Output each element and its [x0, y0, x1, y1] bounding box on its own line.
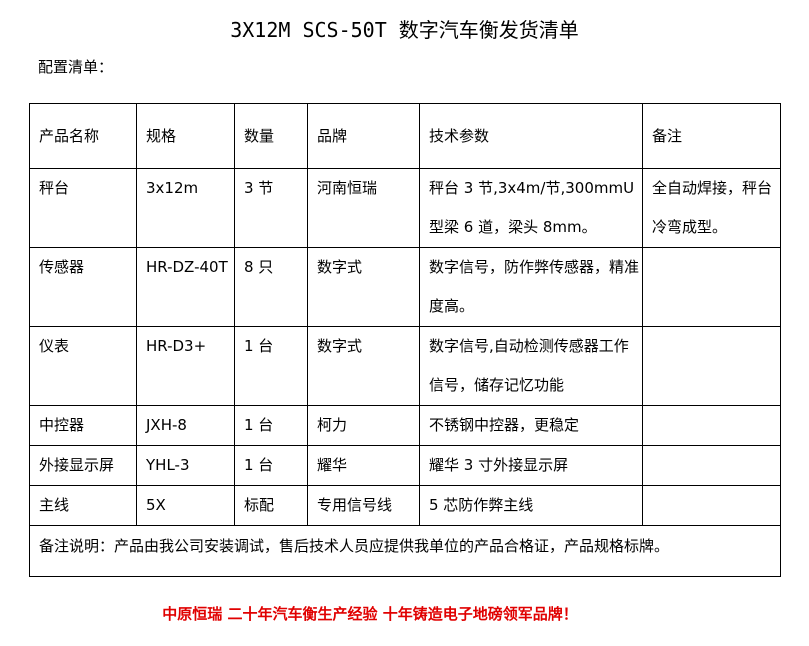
cell: [642, 445, 781, 486]
cell: 数字式: [307, 326, 420, 406]
header-cell: 规格: [136, 103, 235, 169]
header-cell: 品牌: [307, 103, 420, 169]
table-header-row: 产品名称 规格 数量 品牌 技术参数 备注: [29, 103, 781, 169]
cell: 耀华 3 寸外接显示屏: [419, 445, 643, 486]
cell: 中控器: [29, 405, 137, 446]
cell: 河南恒瑞: [307, 168, 420, 248]
cell: 柯力: [307, 405, 420, 446]
cell: 8 只: [234, 247, 308, 327]
cell: 3x12m: [136, 168, 235, 248]
cell: 1 台: [234, 405, 308, 446]
cell: 秤台 3 节,3x4m/节,300mmU型梁 6 道，梁头 8mm。: [419, 168, 643, 248]
cell: 耀华: [307, 445, 420, 486]
cell: 数字信号,自动检测传感器工作信号，储存记忆功能: [419, 326, 643, 406]
cell: 1 台: [234, 326, 308, 406]
cell: 数字信号，防作弊传感器，精准度高。: [419, 247, 643, 327]
cell: 1 台: [234, 445, 308, 486]
table-row: 主线 5X 标配 专用信号线 5 芯防作弊主线: [29, 485, 781, 526]
cell: YHL-3: [136, 445, 235, 486]
table-row: 秤台 3x12m 3 节 河南恒瑞 秤台 3 节,3x4m/节,300mmU型梁…: [29, 168, 781, 248]
cell: 专用信号线: [307, 485, 420, 526]
cell: 秤台: [29, 168, 137, 248]
header-cell: 备注: [642, 103, 781, 169]
cell: 仪表: [29, 326, 137, 406]
footer-note: 备注说明：产品由我公司安装调试，售后技术人员应提供我单位的产品合格证，产品规格标…: [29, 525, 781, 577]
cell: 标配: [234, 485, 308, 526]
shipping-list-table: 产品名称 规格 数量 品牌 技术参数 备注 秤台 3x12m 3 节 河南恒瑞 …: [29, 103, 781, 577]
table-row: 中控器 JXH-8 1 台 柯力 不锈钢中控器，更稳定: [29, 405, 781, 446]
cell: JXH-8: [136, 405, 235, 446]
cell: [642, 247, 781, 327]
cell: 外接显示屏: [29, 445, 137, 486]
cell: [642, 326, 781, 406]
cell: 传感器: [29, 247, 137, 327]
header-cell: 产品名称: [29, 103, 137, 169]
cell: [642, 405, 781, 446]
table-row: 仪表 HR-D3+ 1 台 数字式 数字信号,自动检测传感器工作信号，储存记忆功…: [29, 326, 781, 406]
cell: 3 节: [234, 168, 308, 248]
cell: 数字式: [307, 247, 420, 327]
cell: 不锈钢中控器，更稳定: [419, 405, 643, 446]
slogan: 中原恒瑞 二十年汽车衡生产经验 十年铸造电子地磅领军品牌！: [162, 605, 578, 623]
section-label: 配置清单：: [38, 58, 114, 76]
table-row: 外接显示屏 YHL-3 1 台 耀华 耀华 3 寸外接显示屏: [29, 445, 781, 486]
cell: 全自动焊接，秤台冷弯成型。: [642, 168, 781, 248]
document-title: 3X12M SCS-50T 数字汽车衡发货清单: [230, 18, 579, 42]
header-cell: 技术参数: [419, 103, 643, 169]
table-row: 传感器 HR-DZ-40T 8 只 数字式 数字信号，防作弊传感器，精准度高。: [29, 247, 781, 327]
cell: HR-D3+: [136, 326, 235, 406]
header-cell: 数量: [234, 103, 308, 169]
cell: 5X: [136, 485, 235, 526]
cell: [642, 485, 781, 526]
cell: HR-DZ-40T: [136, 247, 235, 327]
table-footer-row: 备注说明：产品由我公司安装调试，售后技术人员应提供我单位的产品合格证，产品规格标…: [29, 525, 781, 577]
cell: 5 芯防作弊主线: [419, 485, 643, 526]
cell: 主线: [29, 485, 137, 526]
